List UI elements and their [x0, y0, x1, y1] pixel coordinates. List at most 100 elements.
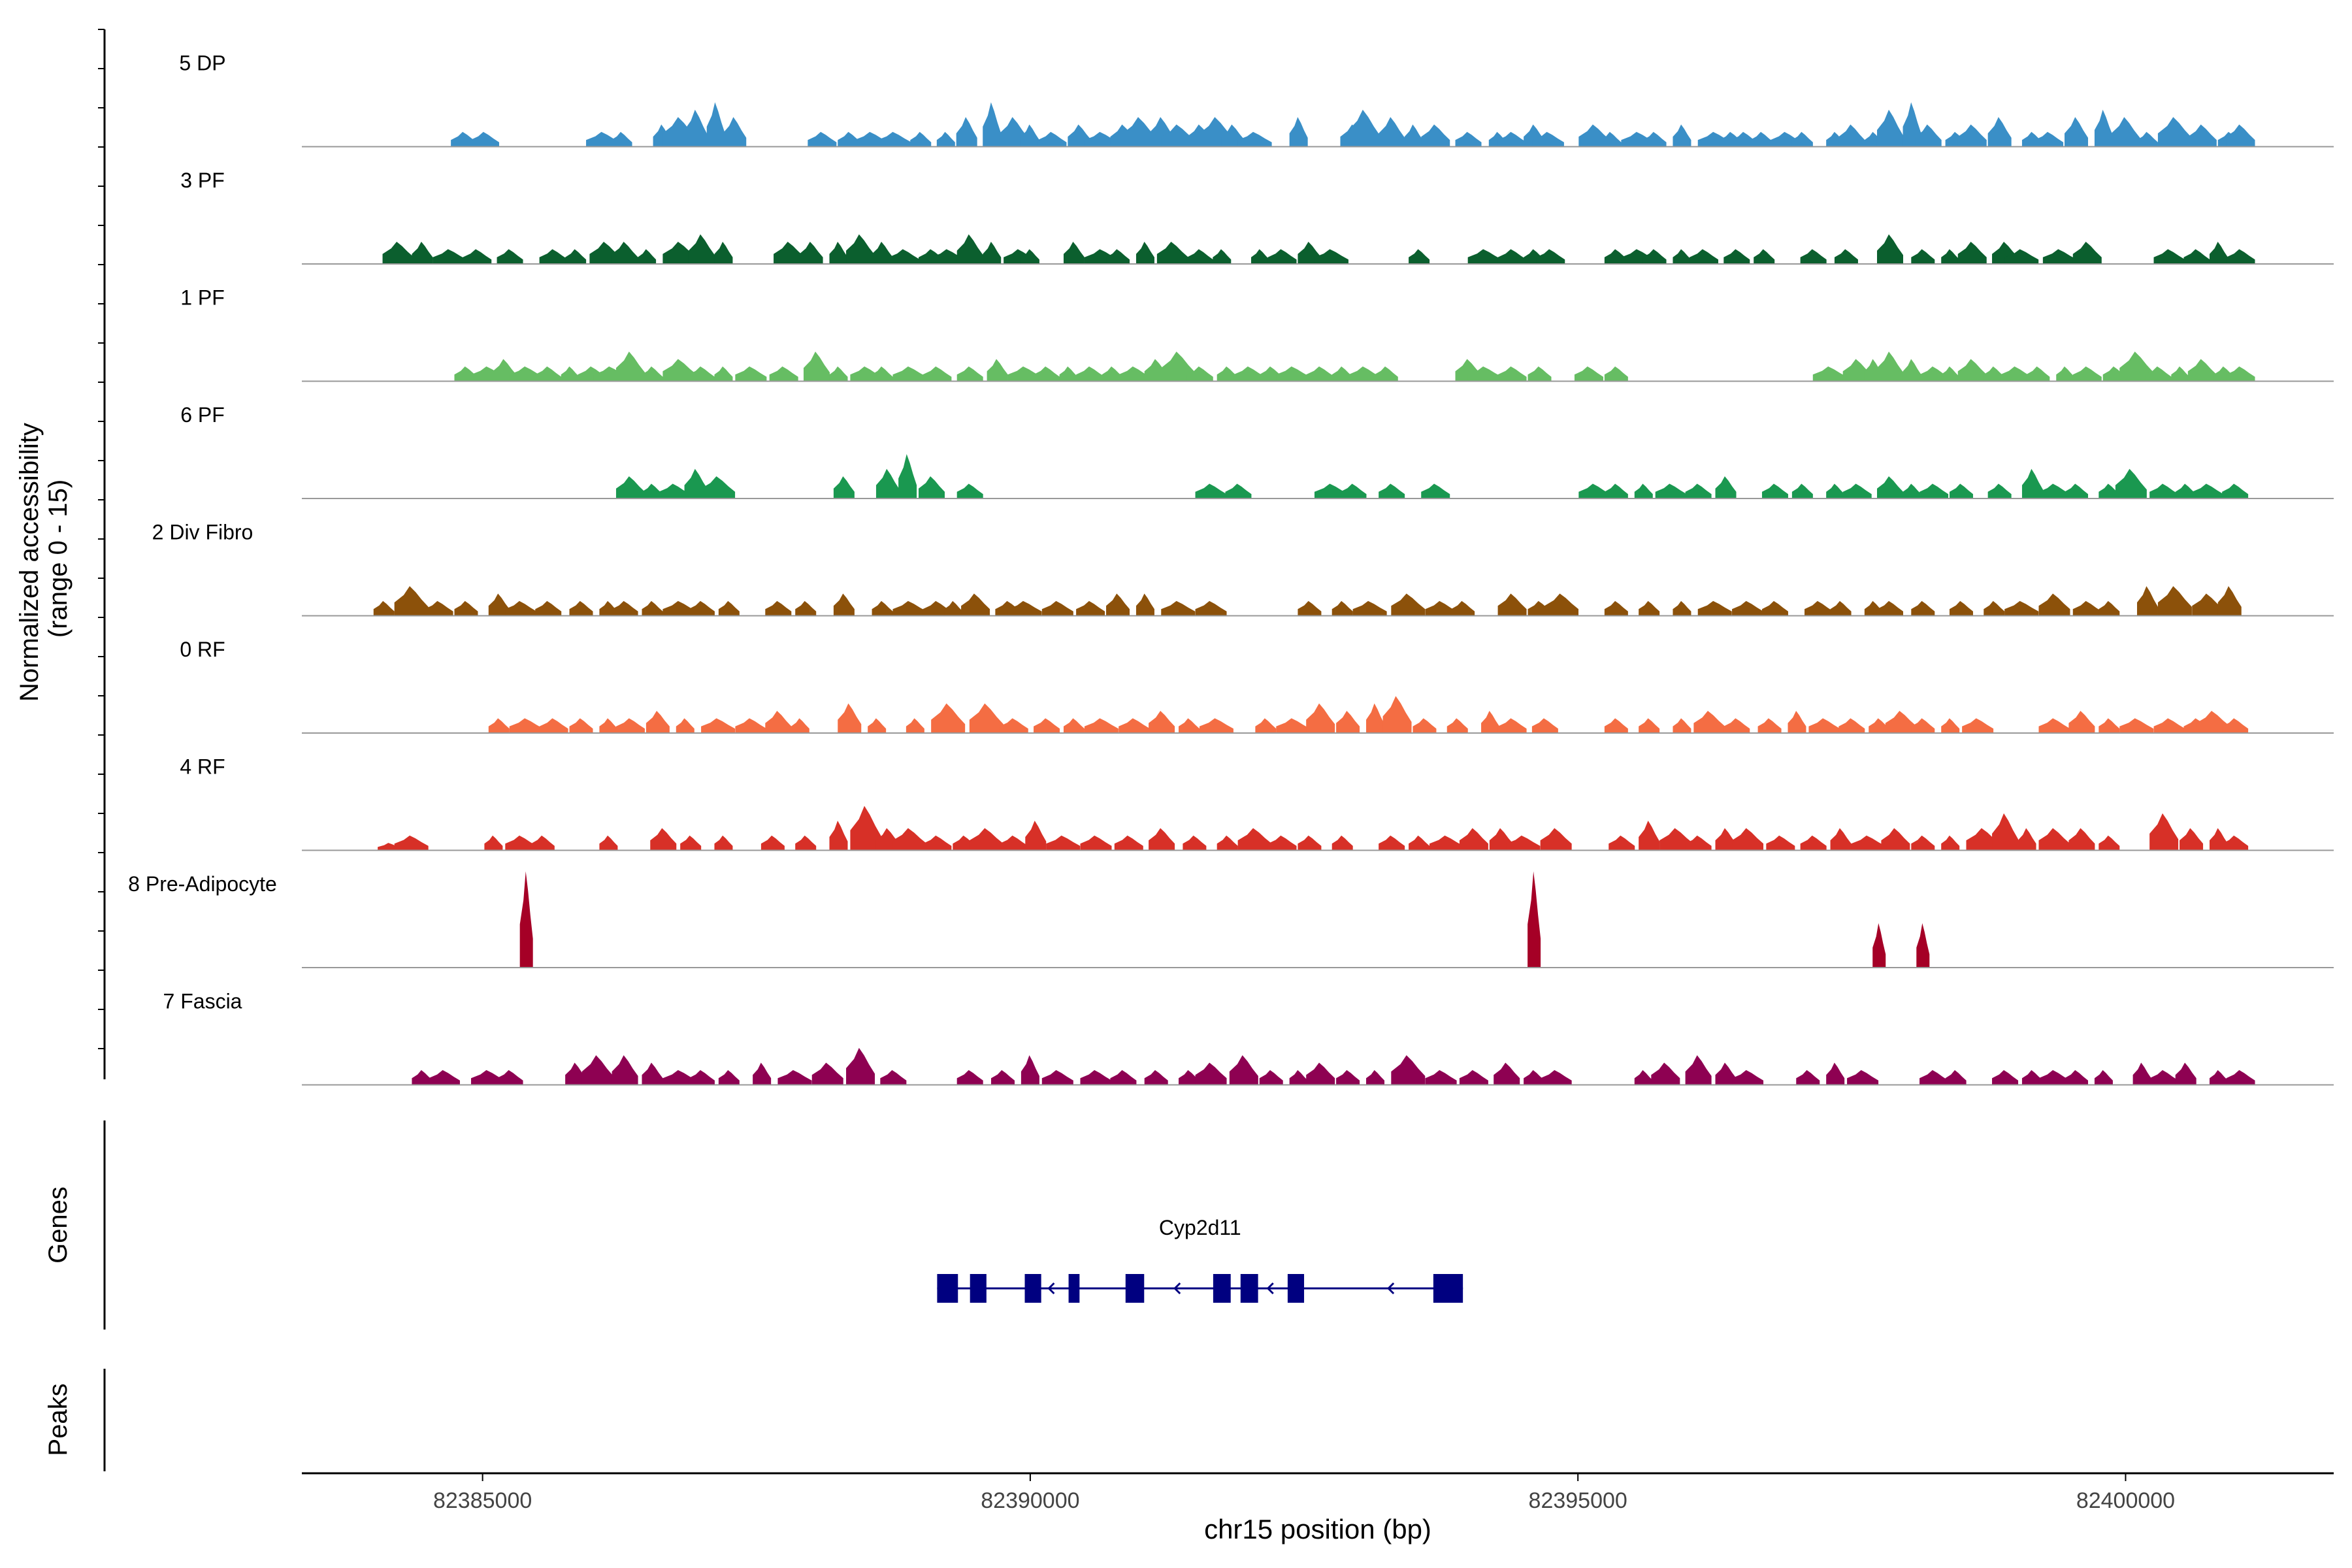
- peak: [753, 1062, 772, 1085]
- peak: [638, 249, 657, 264]
- peak: [680, 835, 702, 851]
- peak: [1834, 249, 1858, 264]
- peak: [1732, 600, 1764, 616]
- peak: [1106, 593, 1130, 616]
- peak: [1114, 835, 1143, 851]
- peak: [1025, 821, 1047, 851]
- peak: [1761, 483, 1788, 498]
- peak: [1945, 1070, 1967, 1085]
- peak: [1186, 366, 1213, 382]
- peak: [2119, 718, 2154, 733]
- x-tick-label: 82390000: [981, 1488, 1079, 1513]
- peak: [1524, 1070, 1545, 1085]
- peak: [1379, 117, 1405, 147]
- track-label: 7 Fascia: [163, 990, 242, 1013]
- peak: [1429, 835, 1463, 851]
- peak: [1604, 483, 1628, 498]
- peak: [470, 131, 499, 147]
- peak: [1800, 835, 1827, 851]
- peak: [1808, 718, 1840, 733]
- peak: [1966, 828, 2001, 851]
- peak: [599, 718, 618, 733]
- peak: [1391, 593, 1426, 616]
- peak: [1135, 593, 1154, 616]
- peak: [1034, 718, 1060, 733]
- peak: [923, 835, 952, 851]
- peak: [923, 600, 952, 616]
- peak: [1754, 249, 1775, 264]
- peak: [1063, 718, 1085, 733]
- peak: [2180, 828, 2204, 851]
- peak: [1298, 600, 1322, 616]
- peak: [412, 242, 433, 264]
- peak: [1409, 835, 1430, 851]
- peak: [2226, 1070, 2255, 1085]
- peak: [1467, 366, 1502, 382]
- gene-exon: [1068, 1274, 1080, 1303]
- peak: [2136, 131, 2158, 147]
- peak: [987, 359, 1008, 382]
- peak: [2209, 242, 2228, 264]
- peak: [2038, 1070, 2070, 1085]
- peak: [1639, 821, 1660, 851]
- peak: [642, 600, 663, 616]
- peak: [1685, 483, 1712, 498]
- peak: [1021, 124, 1039, 147]
- peak: [2115, 468, 2147, 498]
- peak: [1732, 1070, 1764, 1085]
- gene-exon: [1240, 1274, 1258, 1303]
- gene-name-label: Cyp2d11: [1159, 1216, 1241, 1239]
- peak: [1685, 835, 1712, 851]
- peak: [1481, 711, 1500, 733]
- track-label: 2 Div Fibro: [152, 521, 253, 544]
- peak: [1531, 718, 1558, 733]
- peak: [961, 593, 990, 616]
- peak: [1673, 124, 1691, 147]
- peak: [892, 366, 927, 382]
- peak: [1340, 483, 1367, 498]
- peak: [2017, 828, 2036, 851]
- peak: [1421, 483, 1450, 498]
- peak: [1007, 600, 1042, 616]
- peak: [735, 366, 767, 382]
- peak: [1642, 249, 1667, 264]
- peak: [484, 835, 503, 851]
- peak: [2153, 249, 2185, 264]
- peak: [2209, 1070, 2228, 1085]
- y-axis-label-line1: Normalized accessibility: [15, 423, 44, 702]
- peak: [701, 476, 736, 498]
- track-label: 1 PF: [180, 286, 225, 310]
- peak: [1059, 366, 1078, 382]
- gene-exon: [1287, 1274, 1305, 1303]
- peak: [1697, 600, 1732, 616]
- peak: [2099, 835, 2120, 851]
- peak: [2183, 249, 2210, 264]
- peak: [1876, 600, 1903, 616]
- peak: [569, 600, 593, 616]
- gene-exon: [1024, 1274, 1041, 1303]
- gene-exon: [1213, 1274, 1231, 1303]
- peak: [2000, 366, 2032, 382]
- peak: [535, 600, 562, 616]
- peak: [880, 1070, 907, 1085]
- peak: [599, 835, 618, 851]
- peak: [1673, 600, 1691, 616]
- peak: [1949, 600, 1973, 616]
- peak: [1110, 1070, 1137, 1085]
- peak: [1689, 249, 1718, 264]
- peak: [829, 821, 848, 851]
- peak: [2192, 483, 2224, 498]
- peak: [1984, 600, 2005, 616]
- peak: [2222, 835, 2249, 851]
- x-tick-label: 82400000: [2076, 1488, 2175, 1513]
- peak: [923, 366, 952, 382]
- peak: [2196, 711, 2230, 733]
- peak: [1791, 483, 1813, 498]
- peak: [714, 835, 733, 851]
- peak: [706, 102, 725, 147]
- peak: [2094, 109, 2113, 147]
- peak: [931, 249, 966, 264]
- peak: [2038, 593, 2070, 616]
- peak: [999, 117, 1028, 147]
- peak: [829, 242, 848, 264]
